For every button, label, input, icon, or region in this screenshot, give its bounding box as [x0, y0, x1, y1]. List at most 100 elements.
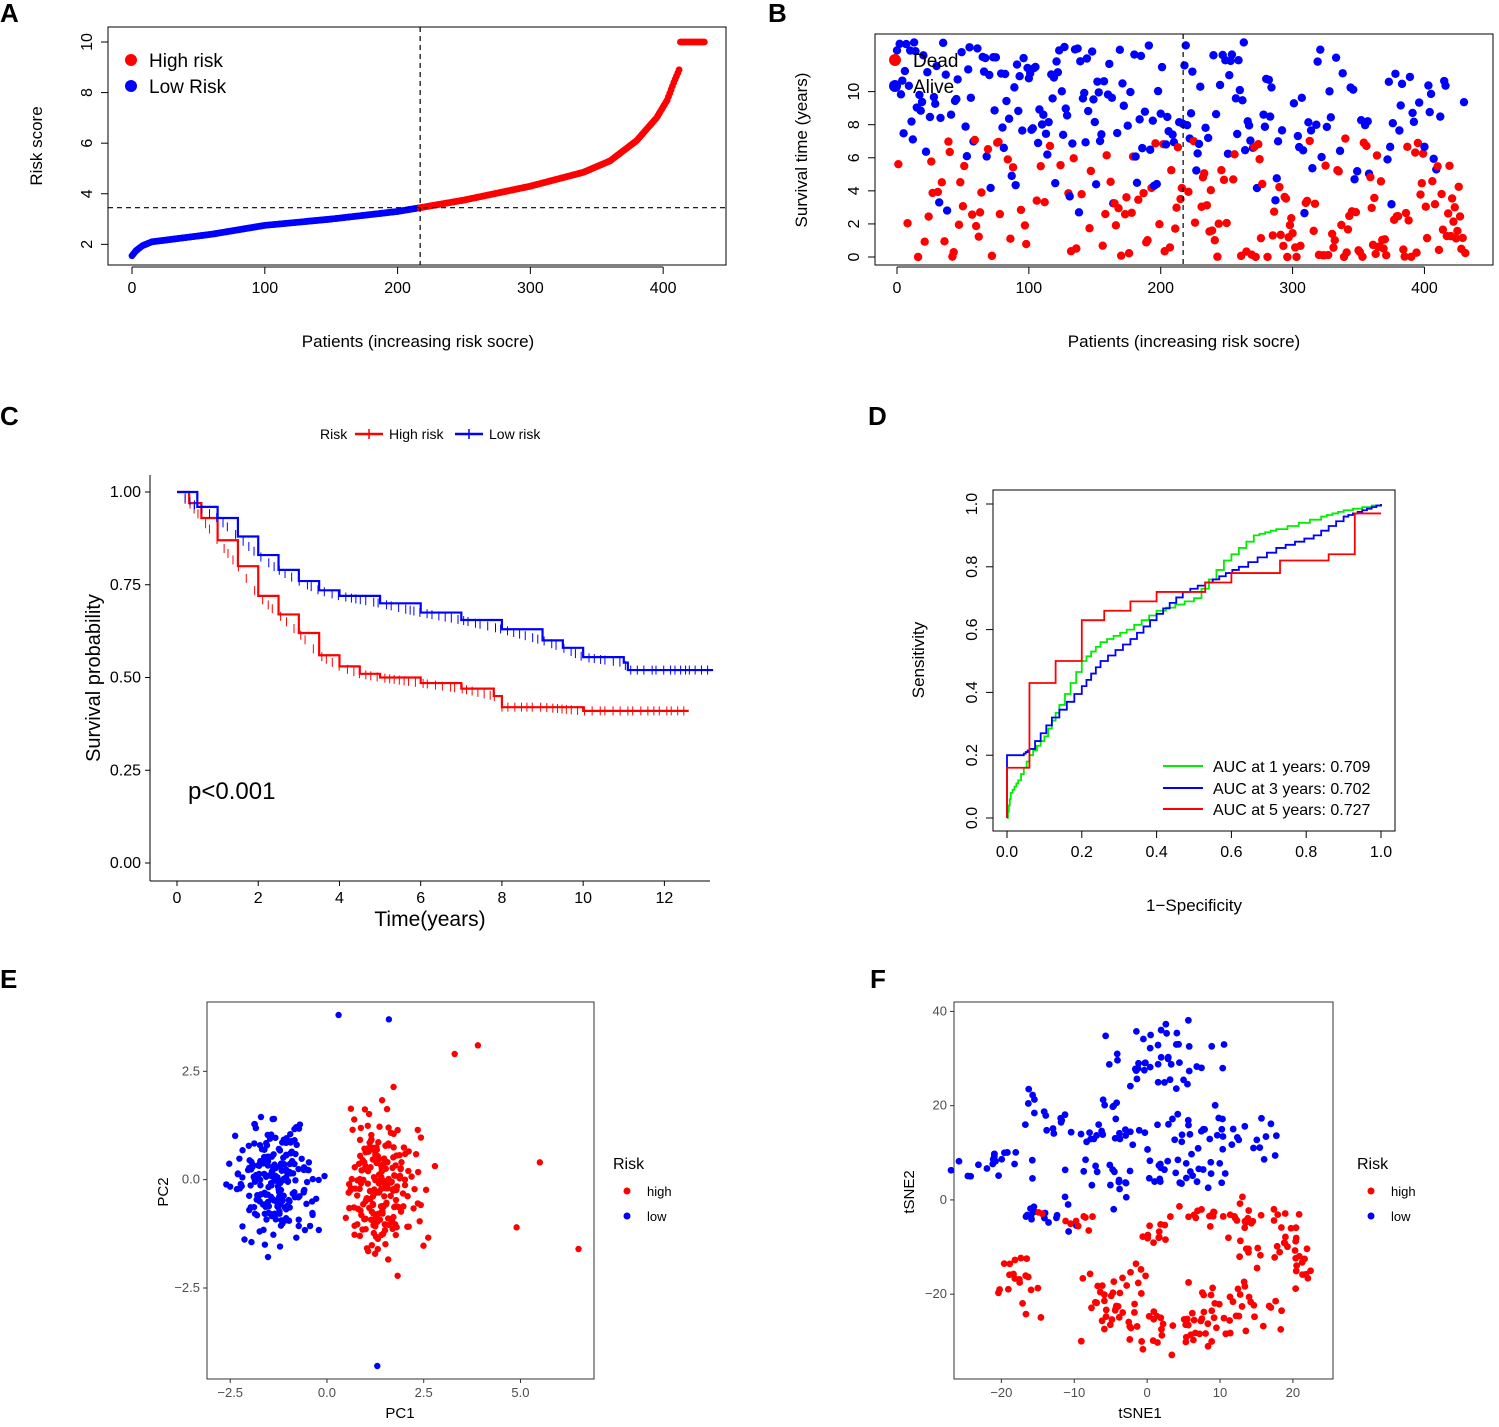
- dead-point: [983, 144, 993, 154]
- alive-point: [1156, 109, 1165, 118]
- legend-b: Dead Alive: [889, 51, 958, 98]
- panel-letter-b: B: [768, 0, 787, 28]
- tsne-point-high: [1162, 1236, 1169, 1244]
- plot-frame-f: [953, 1001, 1334, 1380]
- legend-label-f-high: high: [1391, 1184, 1416, 1199]
- dead-point: [1120, 210, 1130, 219]
- alive-point: [1429, 154, 1438, 163]
- dead-point: [958, 202, 968, 211]
- pca-point-high: [394, 1272, 401, 1279]
- tsne-point-high: [1242, 1327, 1250, 1335]
- tsne-point-high: [1208, 1210, 1216, 1218]
- tsne-point-low: [1107, 1181, 1114, 1189]
- pca-point-high: [398, 1159, 405, 1166]
- tsne-point-low: [1111, 1168, 1118, 1176]
- pca-point-high: [392, 1231, 399, 1239]
- pca-point-high: [385, 1124, 392, 1131]
- alive-point: [1061, 104, 1070, 113]
- tsne-point-high: [1150, 1308, 1158, 1316]
- alive-point: [1113, 128, 1122, 138]
- pca-point-low: [304, 1166, 311, 1174]
- pca-point-high: [431, 1162, 439, 1170]
- pca-point-high: [372, 1176, 379, 1184]
- alive-point: [1090, 117, 1099, 127]
- panel-a: A 0 100 200 300 400 2 4 6 8 10 High risk Low Risk…: [0, 0, 727, 351]
- alive-point: [1145, 145, 1155, 154]
- pca-point-low: [272, 1134, 279, 1141]
- tsne-point-low: [1206, 1135, 1214, 1143]
- alive-point: [1272, 174, 1281, 183]
- y-axis-b-tick-label: 2: [846, 219, 863, 228]
- alive-point: [1308, 164, 1317, 173]
- tsne-point-high: [1277, 1326, 1285, 1333]
- pca-point-high: [414, 1168, 422, 1176]
- panel-d: D 0.0 0.2 0.4 0.6 0.8 1.0 0.0 0.2 0.4 0.6 0.8 1.0 A…: [868, 401, 1396, 915]
- pca-point-low: [275, 1186, 282, 1193]
- tsne-point-low: [1024, 1100, 1032, 1107]
- tsne-point-low: [1132, 1027, 1140, 1035]
- pca-point-low: [291, 1189, 298, 1196]
- alive-point: [1043, 150, 1052, 159]
- tsne-point-high: [1287, 1224, 1295, 1232]
- tsne-point-low: [1165, 1120, 1172, 1128]
- km-curve-low-risk: [177, 490, 714, 672]
- x-axis-d-tick-label: 1.0: [1370, 844, 1392, 861]
- roc-curves: [1006, 504, 1382, 819]
- tsne-point-high: [1150, 1315, 1158, 1323]
- alive-point: [1068, 139, 1077, 148]
- tsne-point-low: [1077, 1130, 1085, 1138]
- tsne-point-low: [1182, 1174, 1190, 1182]
- tsne-point-low: [1114, 1056, 1121, 1064]
- pca-point-low: [303, 1178, 311, 1186]
- tsne-point-high: [1034, 1284, 1042, 1292]
- dead-point: [1069, 154, 1078, 163]
- legend-label-e-high: high: [647, 1184, 672, 1199]
- tsne-point-low: [1146, 1157, 1154, 1165]
- tsne-point-high: [1102, 1306, 1110, 1314]
- alive-point: [1322, 122, 1332, 132]
- alive-point: [1265, 112, 1275, 121]
- pca-point-high: [370, 1210, 377, 1217]
- tsne-point-high: [1180, 1315, 1188, 1323]
- pca-outlier-point: [474, 1042, 482, 1049]
- tsne-point-high: [1035, 1208, 1043, 1216]
- alive-point: [1058, 130, 1068, 139]
- dead-point: [1177, 183, 1187, 193]
- dead-point: [1085, 224, 1094, 233]
- tsne-point-high: [1301, 1255, 1308, 1263]
- tsne-point-low: [1163, 1029, 1170, 1037]
- tsne-point-low: [1194, 1144, 1202, 1152]
- pca-point-low: [252, 1171, 260, 1179]
- dead-point: [1443, 209, 1453, 218]
- alive-point: [925, 112, 935, 122]
- tsne-point-low: [1154, 1041, 1162, 1049]
- legend-label-c-high: High risk: [389, 426, 444, 442]
- alive-point: [1119, 101, 1129, 110]
- tsne-point-low: [1185, 1121, 1192, 1129]
- tsne-point-high: [1138, 1338, 1146, 1345]
- tsne-point-high: [1206, 1222, 1214, 1230]
- tsne-point-high: [1168, 1351, 1176, 1359]
- dead-point: [1430, 200, 1440, 209]
- dead-point: [1022, 239, 1031, 249]
- legend-title-c: Risk: [320, 426, 348, 442]
- tsne-point-high: [1159, 1320, 1167, 1328]
- alive-point: [1414, 98, 1424, 107]
- dead-point: [1366, 172, 1375, 182]
- pca-point-low: [291, 1160, 298, 1168]
- y-axis-c-tick-label: 0.75: [110, 577, 141, 594]
- alive-point: [896, 90, 906, 99]
- tsne-point-low: [1186, 1130, 1194, 1138]
- pca-point-low: [256, 1176, 264, 1183]
- tsne-point-low: [1029, 1174, 1036, 1182]
- alive-point: [919, 51, 928, 60]
- pca-point-low: [234, 1171, 242, 1178]
- dead-point: [1343, 225, 1353, 234]
- pca-point-high: [387, 1192, 394, 1200]
- x-axis-title-c: Time(years): [374, 908, 485, 931]
- alive-point: [1131, 152, 1140, 161]
- pca-point-low: [271, 1210, 278, 1217]
- panel-e: E −2.5 0.0 2.5 5.0−2.50.02.5 Risk high low …: [0, 964, 672, 1422]
- pca-point-high: [362, 1225, 369, 1233]
- alive-point: [1352, 167, 1362, 176]
